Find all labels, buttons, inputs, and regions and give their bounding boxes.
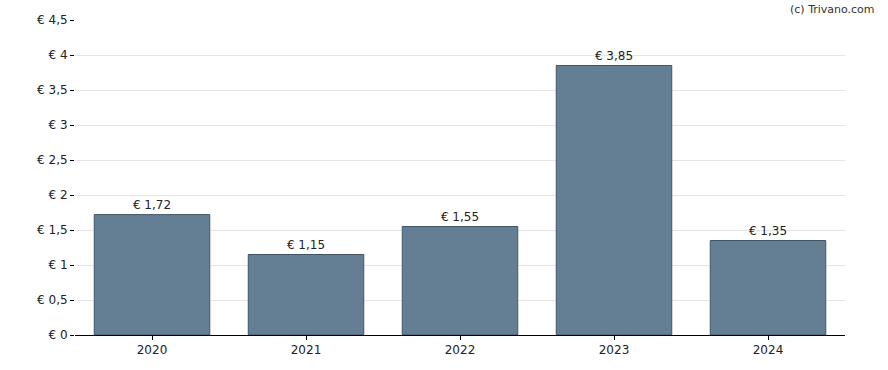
- svg-text:€ 3,5: € 3,5: [37, 83, 68, 97]
- svg-text:2020: 2020: [137, 343, 168, 357]
- svg-text:€ 3,85: € 3,85: [595, 49, 633, 63]
- svg-text:€ 1: € 1: [49, 258, 68, 272]
- svg-text:2024: 2024: [753, 343, 784, 357]
- svg-text:€ 0,5: € 0,5: [37, 293, 68, 307]
- svg-text:€ 1,55: € 1,55: [441, 210, 479, 224]
- svg-text:2021: 2021: [291, 343, 322, 357]
- svg-text:€ 1,72: € 1,72: [133, 198, 171, 212]
- svg-text:€ 1,15: € 1,15: [287, 238, 325, 252]
- svg-text:€ 4,5: € 4,5: [37, 13, 68, 27]
- svg-text:€ 1,35: € 1,35: [749, 224, 787, 238]
- svg-text:€ 2: € 2: [49, 188, 68, 202]
- svg-text:(c) Trivano.com: (c) Trivano.com: [790, 3, 875, 16]
- svg-text:2022: 2022: [445, 343, 476, 357]
- svg-text:€ 0: € 0: [49, 328, 68, 342]
- svg-text:€ 3: € 3: [49, 118, 68, 132]
- svg-text:2023: 2023: [599, 343, 630, 357]
- svg-text:€ 4: € 4: [49, 48, 68, 62]
- svg-text:€ 2,5: € 2,5: [37, 153, 68, 167]
- svg-text:€ 1,5: € 1,5: [37, 223, 68, 237]
